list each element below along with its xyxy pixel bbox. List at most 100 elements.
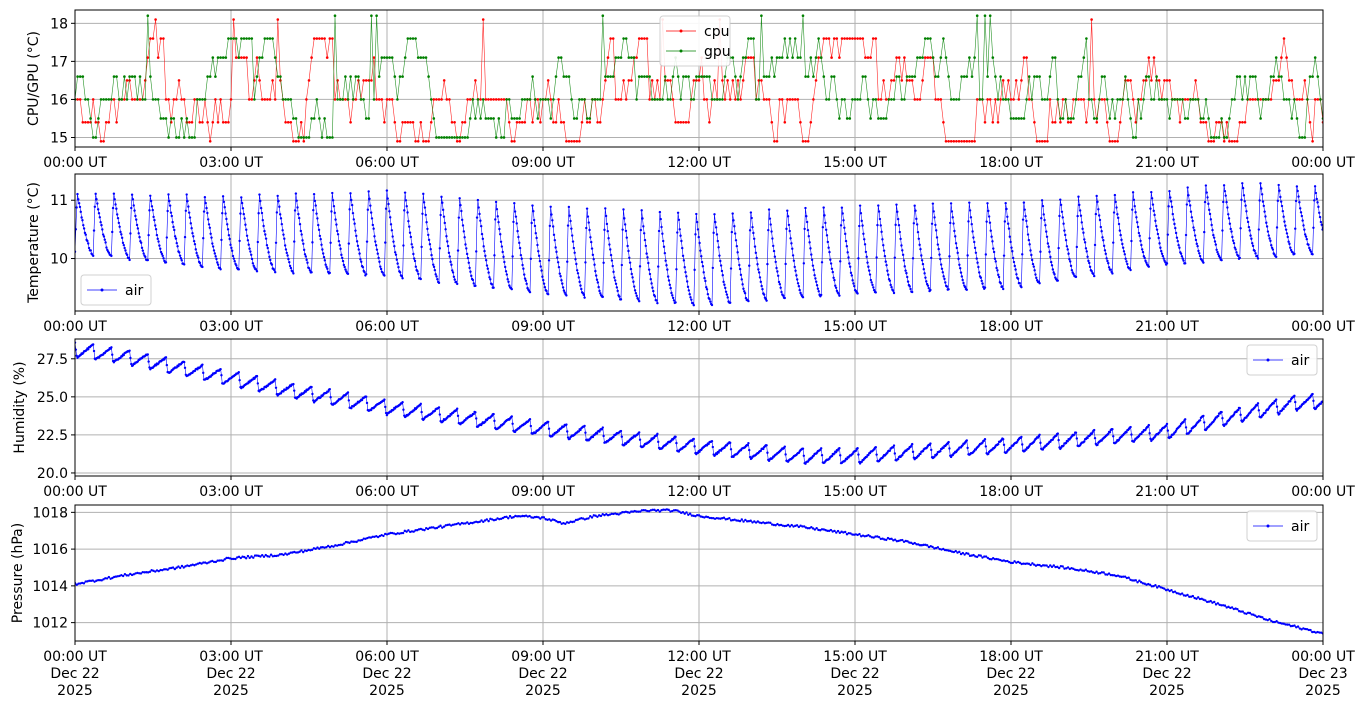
data-point bbox=[879, 98, 883, 101]
data-point bbox=[1309, 628, 1312, 632]
data-point bbox=[951, 216, 954, 219]
data-point bbox=[1300, 98, 1304, 101]
data-point bbox=[192, 239, 196, 243]
data-point bbox=[559, 120, 563, 124]
data-point bbox=[721, 79, 724, 82]
data-point bbox=[317, 223, 320, 227]
data-point bbox=[554, 75, 558, 78]
data-point bbox=[789, 237, 792, 240]
data-point bbox=[175, 98, 178, 101]
data-point bbox=[1058, 214, 1061, 218]
data-point bbox=[872, 288, 876, 292]
data-point bbox=[87, 348, 90, 351]
data-point bbox=[643, 238, 647, 242]
data-point bbox=[1169, 435, 1173, 439]
data-point bbox=[1212, 139, 1216, 143]
data-point bbox=[416, 56, 420, 59]
data-point bbox=[831, 270, 834, 274]
data-point bbox=[536, 117, 540, 120]
data-point bbox=[1006, 215, 1009, 218]
data-point bbox=[561, 282, 564, 285]
data-point bbox=[1193, 228, 1196, 232]
data-point bbox=[211, 242, 214, 245]
data-point bbox=[1245, 210, 1248, 213]
data-point bbox=[336, 98, 339, 101]
data-point bbox=[1104, 252, 1107, 256]
data-point bbox=[1134, 579, 1138, 582]
data-point bbox=[82, 223, 85, 227]
data-point bbox=[640, 509, 644, 512]
data-point bbox=[351, 211, 355, 215]
data-point bbox=[329, 396, 332, 399]
data-point bbox=[834, 450, 838, 454]
data-point bbox=[1173, 98, 1177, 101]
data-point bbox=[560, 279, 563, 282]
data-point bbox=[1173, 222, 1176, 226]
data-point bbox=[856, 533, 859, 537]
data-point bbox=[1147, 423, 1151, 427]
data-point bbox=[1239, 413, 1242, 417]
data-point bbox=[1166, 429, 1170, 432]
data-point bbox=[423, 528, 426, 532]
data-point bbox=[1230, 606, 1234, 609]
data-point bbox=[633, 285, 636, 288]
data-point bbox=[853, 98, 857, 101]
data-point bbox=[325, 265, 328, 269]
data-point bbox=[419, 402, 422, 406]
data-point bbox=[649, 439, 652, 442]
data-point bbox=[915, 217, 918, 221]
data-point bbox=[944, 281, 947, 284]
data-point bbox=[1126, 79, 1130, 82]
data-point bbox=[1007, 227, 1011, 230]
data-point bbox=[1270, 244, 1273, 247]
data-point bbox=[936, 75, 940, 78]
data-point bbox=[856, 37, 859, 40]
data-point bbox=[166, 568, 169, 571]
data-point bbox=[1180, 592, 1184, 595]
data-point bbox=[258, 56, 261, 59]
data-point bbox=[101, 233, 105, 236]
data-point bbox=[893, 256, 897, 259]
data-point bbox=[734, 98, 737, 101]
data-point bbox=[797, 525, 801, 529]
data-point bbox=[1207, 202, 1210, 206]
data-point bbox=[424, 213, 427, 217]
data-point bbox=[390, 56, 394, 59]
data-point bbox=[302, 139, 306, 143]
data-point bbox=[406, 37, 410, 40]
data-point bbox=[642, 232, 646, 235]
data-point bbox=[510, 415, 513, 418]
data-point bbox=[170, 566, 173, 570]
data-point bbox=[221, 56, 225, 59]
data-point bbox=[1039, 441, 1042, 445]
data-point bbox=[413, 259, 417, 263]
data-point bbox=[516, 229, 519, 233]
data-point bbox=[355, 234, 358, 238]
data-point bbox=[115, 207, 118, 210]
data-point bbox=[1182, 594, 1186, 597]
data-point bbox=[180, 117, 183, 120]
data-point bbox=[1010, 246, 1013, 249]
data-point bbox=[1232, 607, 1236, 611]
data-point bbox=[949, 202, 953, 205]
data-point bbox=[562, 289, 566, 292]
data-point bbox=[195, 98, 199, 101]
data-point bbox=[164, 117, 168, 120]
data-point bbox=[1163, 79, 1166, 82]
data-point bbox=[1316, 75, 1320, 78]
data-point bbox=[188, 136, 191, 139]
data-point bbox=[118, 574, 121, 578]
data-point bbox=[1004, 201, 1007, 205]
data-point bbox=[267, 251, 270, 254]
data-point bbox=[479, 219, 482, 222]
data-point bbox=[949, 221, 952, 225]
data-point bbox=[815, 280, 818, 283]
data-point bbox=[632, 56, 636, 59]
data-point bbox=[1194, 238, 1198, 242]
data-point bbox=[924, 276, 927, 279]
data-point bbox=[661, 98, 664, 101]
data-point bbox=[455, 136, 459, 139]
data-point bbox=[139, 572, 143, 575]
data-point bbox=[837, 292, 840, 295]
data-point bbox=[435, 136, 438, 139]
